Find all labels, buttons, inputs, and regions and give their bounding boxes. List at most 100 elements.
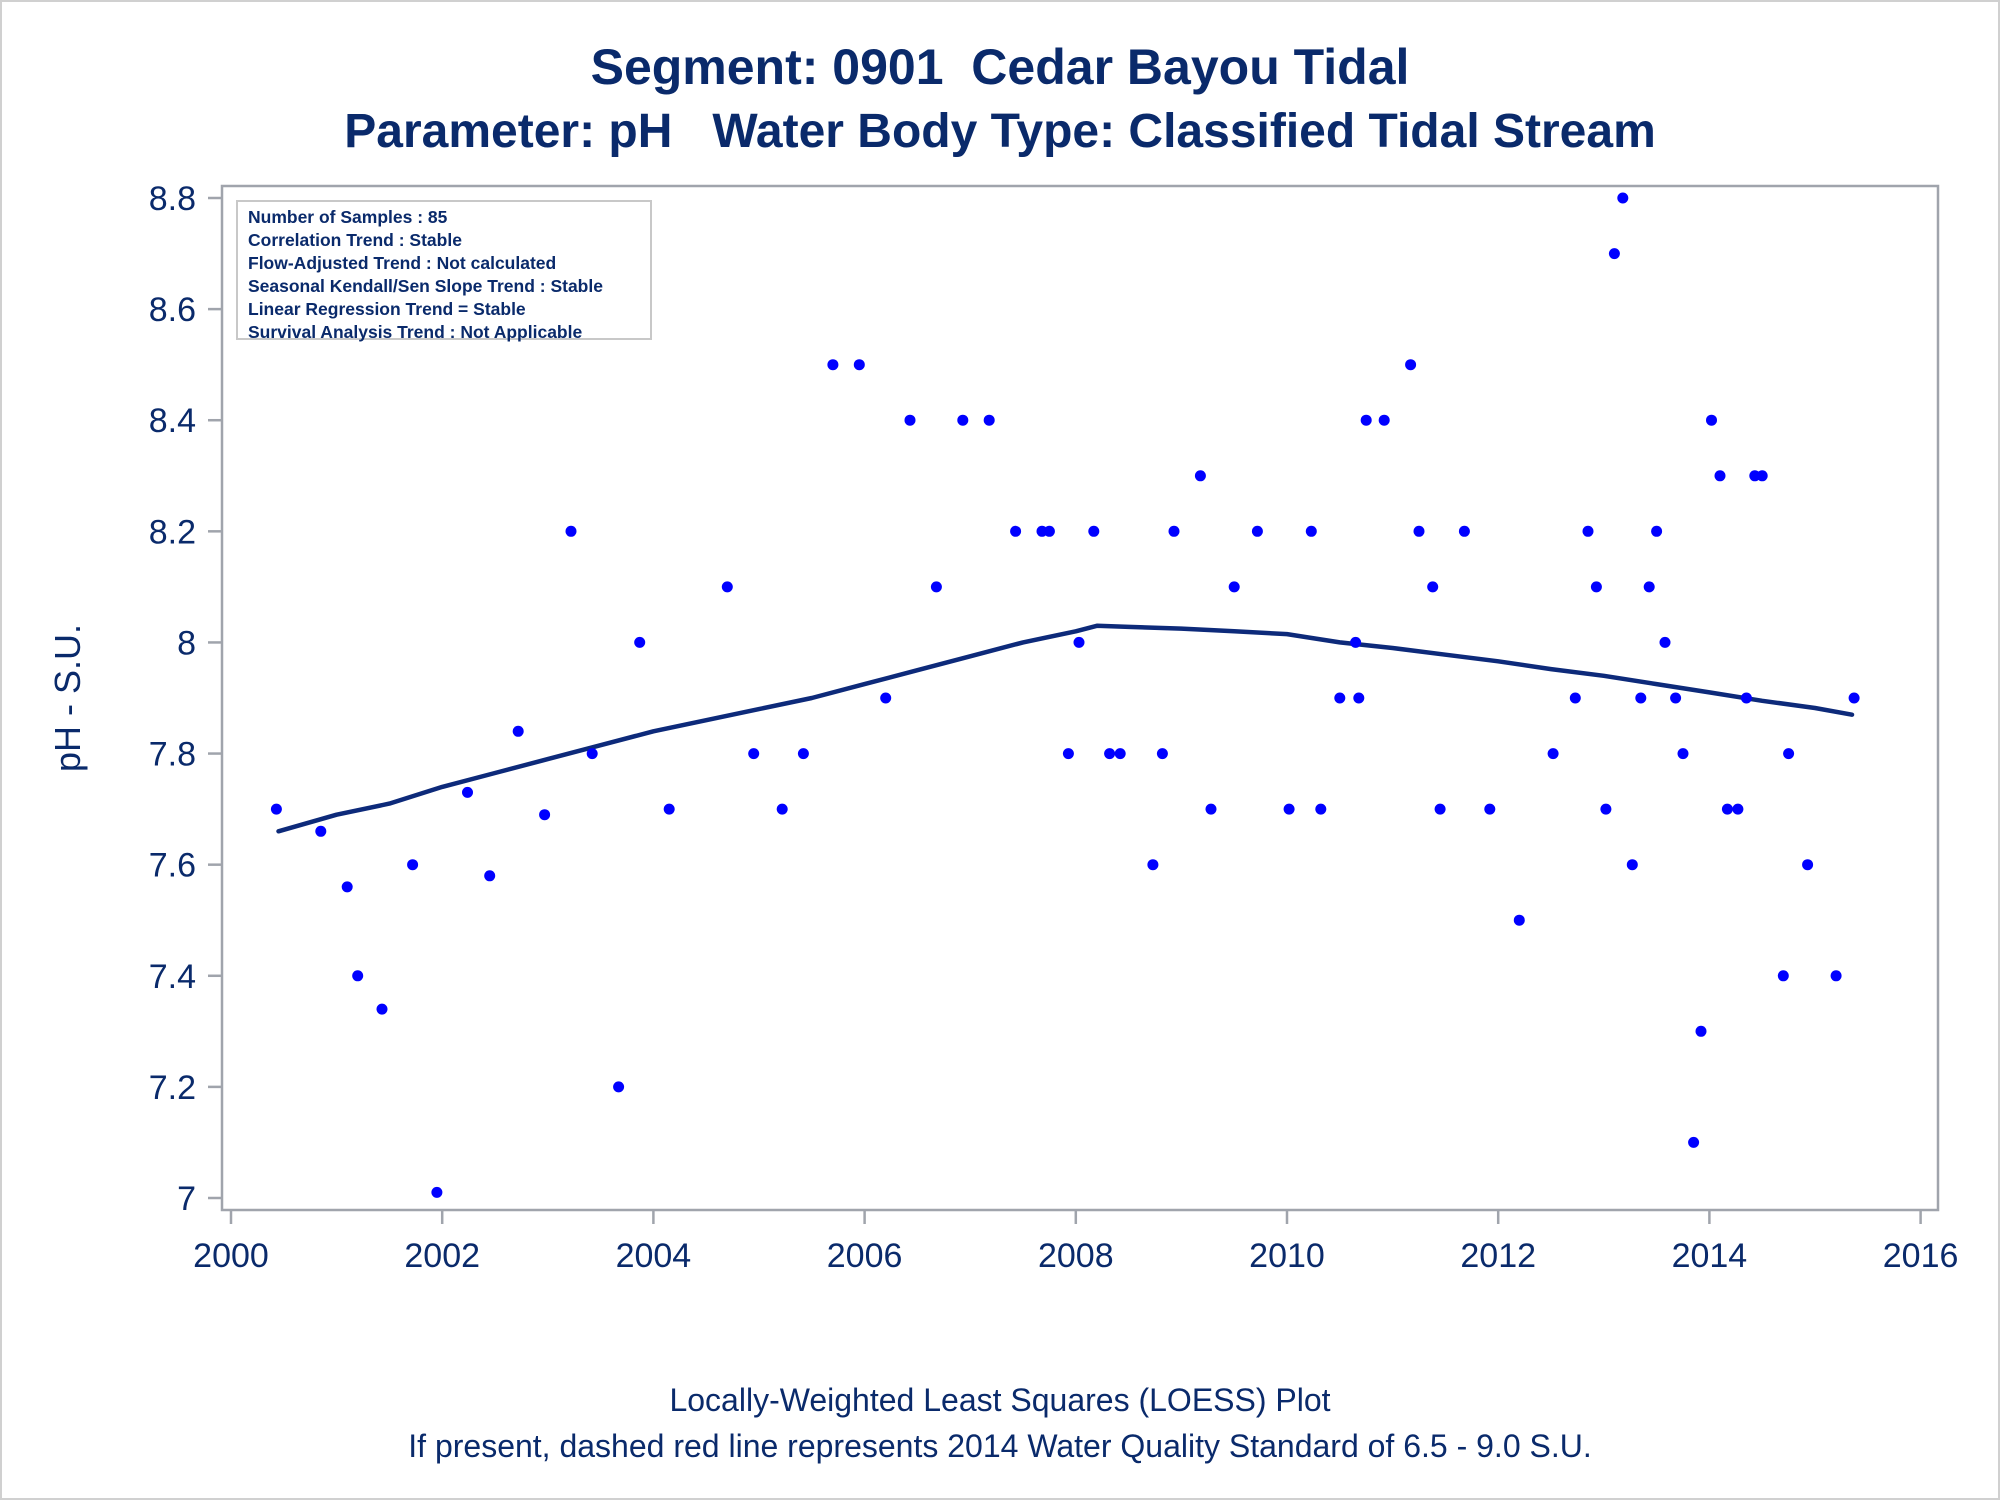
data-point [957, 414, 969, 426]
data-point [586, 748, 598, 760]
y-axis-title: pH - S.U. [47, 624, 88, 772]
stats-line-flow-adjusted: Flow-Adjusted Trend : Not calculated [248, 253, 557, 273]
data-point [1732, 803, 1744, 815]
data-point [1156, 748, 1168, 760]
data-point [1251, 525, 1263, 537]
loess-line [276, 623, 1855, 834]
data-point [880, 692, 892, 704]
y-axis: 7 7.2 7.4 7.6 7.8 8 8.2 8.4 8.6 8.8 [149, 180, 222, 1218]
data-point [1756, 470, 1768, 482]
data-point [1513, 914, 1525, 926]
data-point [904, 414, 916, 426]
data-point [1626, 859, 1638, 871]
data-point [462, 786, 473, 798]
data-point [1706, 414, 1717, 426]
data-point [1334, 692, 1346, 704]
chart-subtitle: Parameter: pH Water Body Type: Classifie… [344, 105, 1656, 158]
data-point [1378, 414, 1390, 426]
data-point [1088, 525, 1100, 537]
data-point [1228, 581, 1240, 593]
y-tick-label: 8.8 [149, 180, 196, 218]
data-point [1643, 581, 1655, 593]
data-point [1695, 1025, 1707, 1037]
x-tick-label: 2000 [193, 1237, 269, 1275]
data-point [484, 870, 496, 882]
data-point [1659, 636, 1671, 648]
data-point [315, 825, 327, 837]
data-point [776, 803, 788, 815]
data-point [1010, 525, 1022, 537]
data-point [721, 581, 733, 593]
data-point [1043, 525, 1055, 537]
data-point [1740, 692, 1752, 704]
data-point [1714, 470, 1726, 482]
plot-area [220, 184, 1940, 1212]
data-point [613, 1081, 625, 1093]
data-point [930, 581, 942, 593]
x-tick-label: 2012 [1460, 1237, 1536, 1275]
data-point [352, 970, 364, 982]
y-tick-label: 8.6 [149, 291, 196, 329]
data-point [1350, 636, 1362, 648]
data-point [1104, 748, 1116, 760]
x-tick-label: 2010 [1249, 1237, 1325, 1275]
data-point [634, 636, 646, 648]
data-point [1830, 970, 1842, 982]
data-point [1635, 692, 1647, 704]
y-tick-label: 8 [177, 624, 196, 662]
chart-title: Segment: 0901 Cedar Bayou Tidal [590, 39, 1410, 95]
stats-line-seasonal-kendall: Seasonal Kendall/Sen Slope Trend : Stabl… [248, 276, 603, 296]
data-point [1315, 803, 1327, 815]
data-point [1484, 803, 1496, 815]
data-point [1114, 748, 1126, 760]
data-point [853, 359, 865, 371]
y-tick-label: 7.2 [149, 1069, 196, 1107]
data-point [1413, 525, 1425, 537]
stats-line-survival: Survival Analysis Trend : Not Applicable [248, 322, 583, 342]
data-point [1283, 803, 1295, 815]
y-tick-label: 8.2 [149, 513, 196, 551]
data-point [1205, 803, 1217, 815]
data-point [1608, 248, 1620, 260]
data-point [431, 1186, 443, 1198]
y-tick-label: 7.6 [149, 847, 196, 885]
y-tick-label: 7 [177, 1180, 196, 1218]
stats-line-linear-regression: Linear Regression Trend = Stable [248, 299, 526, 319]
data-point [1434, 803, 1446, 815]
stats-line-samples: Number of Samples : 85 [248, 207, 448, 227]
data-point [1777, 970, 1789, 982]
data-point [407, 859, 419, 871]
loess-layer [276, 623, 1855, 834]
data-point [1600, 803, 1612, 815]
data-point [1147, 859, 1159, 871]
data-point [565, 525, 577, 537]
data-point [1670, 692, 1682, 704]
data-point [1427, 581, 1439, 593]
y-tick-label: 7.8 [149, 736, 196, 774]
x-axis: 2000 2002 2004 2006 2008 2010 2012 2014 2016 [193, 1210, 1958, 1275]
data-point [1062, 748, 1074, 760]
data-point [341, 881, 353, 893]
data-point [827, 359, 839, 371]
x-tick-label: 2016 [1883, 1237, 1959, 1275]
data-point [1590, 581, 1602, 593]
data-point [1360, 414, 1372, 426]
y-tick-label: 7.4 [149, 958, 196, 996]
x-tick-label: 2002 [404, 1237, 480, 1275]
data-point [1802, 859, 1814, 871]
data-point [1073, 636, 1085, 648]
data-point [1168, 525, 1180, 537]
x-tick-label: 2006 [827, 1237, 903, 1275]
data-point [1194, 470, 1206, 482]
data-point [1458, 525, 1470, 537]
footnote-loess: Locally-Weighted Least Squares (LOESS) P… [669, 1382, 1331, 1418]
y-tick-label: 8.4 [149, 402, 196, 440]
x-tick-label: 2014 [1672, 1237, 1748, 1275]
data-point [663, 803, 675, 815]
data-point [539, 809, 551, 821]
data-point [1651, 525, 1663, 537]
data-point [1547, 748, 1559, 760]
data-point [1305, 525, 1317, 537]
data-point [1848, 692, 1860, 704]
